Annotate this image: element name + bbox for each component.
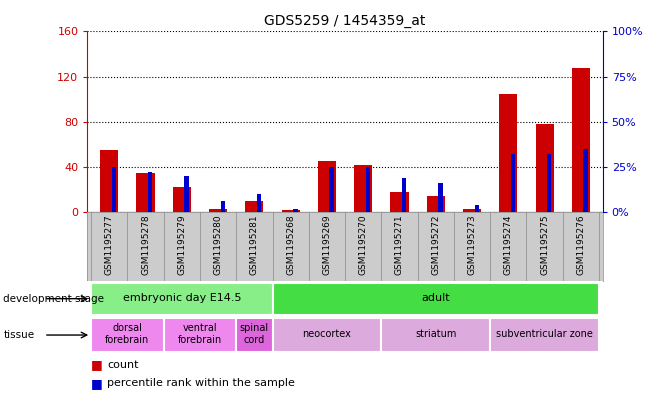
Text: GSM1195271: GSM1195271 [395,214,404,275]
Bar [547,154,551,212]
Text: GSM1195280: GSM1195280 [214,214,222,275]
Bar [220,201,225,212]
Bar [463,209,481,212]
Text: dorsal
forebrain: dorsal forebrain [105,323,150,345]
Text: subventricular zone: subventricular zone [496,329,593,339]
Bar [402,178,406,212]
Text: striatum: striatum [415,329,456,339]
Text: ventral
forebrain: ventral forebrain [178,323,222,345]
Text: GSM1195270: GSM1195270 [359,214,367,275]
Bar [583,149,588,212]
Text: ■: ■ [91,358,102,371]
Bar [511,154,515,212]
Bar [318,162,336,212]
Bar [329,167,334,212]
Bar [173,187,191,212]
Bar [209,209,227,212]
Text: GSM1195281: GSM1195281 [250,214,259,275]
Bar [91,318,164,352]
Bar [365,167,370,212]
Bar [381,318,490,352]
Bar [100,150,119,212]
Bar [273,283,599,314]
Bar [91,283,273,314]
Bar [257,194,261,212]
Text: neocortex: neocortex [303,329,351,339]
Text: ■: ■ [91,376,102,390]
Text: GSM1195277: GSM1195277 [105,214,114,275]
Bar [572,68,590,212]
Text: GSM1195273: GSM1195273 [468,214,476,275]
Bar [535,124,553,212]
Text: GSM1195279: GSM1195279 [178,214,187,275]
Bar [438,183,443,212]
Bar [164,318,237,352]
Bar [499,94,517,212]
Bar [293,209,297,212]
Text: GSM1195268: GSM1195268 [286,214,295,275]
Bar [246,201,264,212]
Bar [273,318,381,352]
Text: GSM1195272: GSM1195272 [432,214,440,275]
Text: GSM1195276: GSM1195276 [576,214,585,275]
Bar [490,318,599,352]
Bar [184,176,189,212]
Bar [390,192,408,212]
Text: GSM1195275: GSM1195275 [540,214,549,275]
Title: GDS5259 / 1454359_at: GDS5259 / 1454359_at [264,14,426,28]
Text: adult: adult [421,293,450,303]
Bar [354,165,372,212]
Text: GSM1195274: GSM1195274 [503,214,513,275]
Bar [426,196,445,212]
Bar [137,173,155,212]
Text: embryonic day E14.5: embryonic day E14.5 [122,293,241,303]
Bar [112,167,116,212]
Bar [474,205,479,212]
Bar [148,173,152,212]
Text: GSM1195278: GSM1195278 [141,214,150,275]
Text: tissue: tissue [3,330,34,340]
Text: development stage: development stage [3,294,104,304]
Bar [282,210,300,212]
Text: spinal
cord: spinal cord [240,323,269,345]
Text: GSM1195269: GSM1195269 [323,214,331,275]
Bar [237,318,273,352]
Text: count: count [107,360,139,370]
Text: percentile rank within the sample: percentile rank within the sample [107,378,295,388]
